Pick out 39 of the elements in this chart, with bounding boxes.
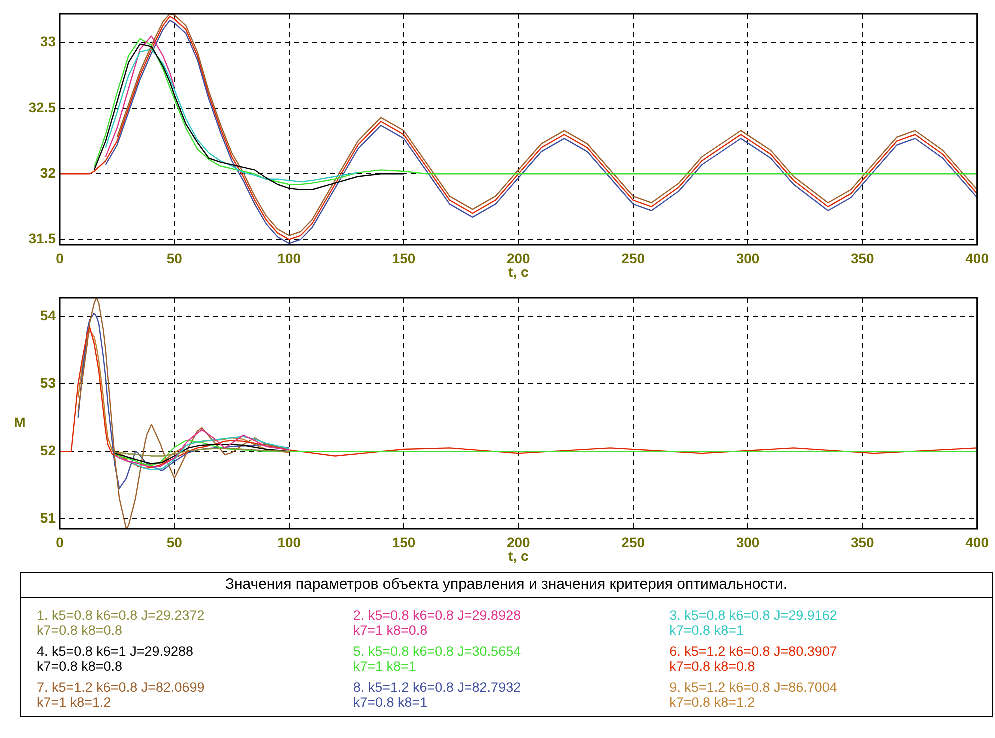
x-tick-label: 350 — [850, 250, 875, 266]
x-tick-label: 50 — [166, 250, 183, 266]
x-tick-label: 150 — [392, 250, 416, 266]
y-axis-title: M — [14, 414, 26, 430]
text: 3. k5=0.8 k6=0.8 J=29.9162 k7=0.8 k8=1 — [670, 608, 838, 638]
y-tick-label: 54 — [40, 308, 56, 324]
y-tick-label: 32.5 — [28, 99, 56, 116]
x-tick-label: 300 — [736, 534, 760, 550]
x-tick-label: 300 — [736, 250, 760, 266]
x-tick-label: 400 — [966, 534, 990, 550]
x-tick-label: 350 — [850, 534, 875, 550]
x-tick-label: 400 — [966, 250, 990, 266]
x-tick-label: 100 — [278, 534, 302, 550]
y-tick-label: 33 — [40, 34, 56, 50]
x-tick-label: 200 — [506, 250, 531, 266]
y-tick-label: 52 — [40, 442, 56, 458]
x-tick-label: 250 — [622, 534, 646, 550]
x-tick-label: 200 — [506, 534, 531, 550]
x-tick-label: 100 — [278, 250, 302, 266]
x-tick-label: 0 — [56, 534, 64, 550]
y-tick-label: 32 — [40, 164, 56, 181]
x-tick-label: 50 — [166, 534, 183, 550]
x-axis-title: t, c — [508, 548, 529, 564]
text: 5. k5=0.8 k6=0.8 J=30.5654 k7=1 k8=1 — [353, 644, 522, 674]
text: 8. k5=1.2 k6=0.8 J=82.7932 k7=0.8 k8=1 — [353, 680, 522, 710]
x-tick-label: 150 — [392, 534, 416, 550]
text: 1. k5=0.8 k6=0.8 J=29.2372 k7=0.8 k8=0.8 — [37, 608, 206, 638]
text: 2. k5=0.8 k6=0.8 J=29.8928 k7=1 k8=0.8 — [353, 608, 522, 638]
text: 7. k5=1.2 k6=0.8 J=82.0699 k7=1 k8=1.2 — [37, 680, 206, 710]
x-tick-label: 250 — [622, 250, 646, 266]
legend-title: Значения параметров объекта управления и значения критерия оптимальности. — [21, 573, 992, 598]
y-tick-label: 31.5 — [28, 230, 56, 247]
text: 9. k5=1.2 k6=0.8 J=86.7004 k7=0.8 k8=1.2 — [670, 680, 838, 710]
x-axis-title: t, c — [508, 264, 529, 280]
y-tick-label: 51 — [40, 510, 56, 526]
x-tick-label: 0 — [56, 250, 64, 266]
y-tick-label: 53 — [40, 375, 56, 392]
text: 6. k5=1.2 k6=0.8 J=80.3907 k7=0.8 k8=0.8 — [670, 644, 838, 674]
text: 4. k5=0.8 k6=1 J=29.9288 k7=0.8 k8=0.8 — [37, 644, 195, 674]
